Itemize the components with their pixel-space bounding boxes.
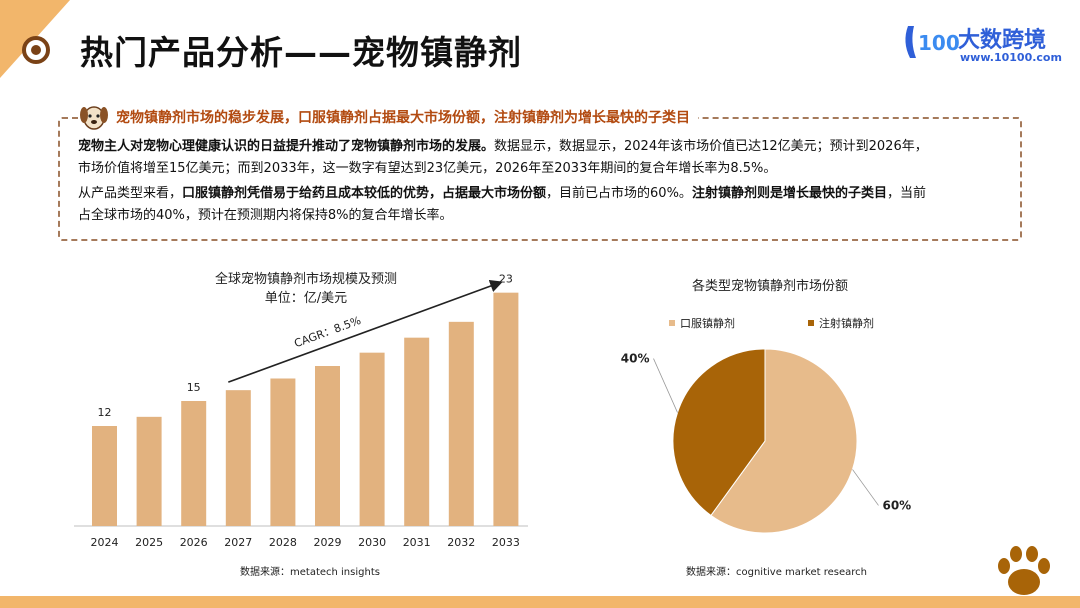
pie-chart-source: 数据来源：cognitive market research	[686, 567, 867, 578]
summary-p2-b: 口服镇静剂凭借易于给药且成本较低的优势，占据最大市场份额	[182, 186, 547, 201]
bar-2032	[448, 321, 474, 526]
pie-chart: 口服镇静剂 注射镇静剂 60% 40%	[621, 316, 911, 534]
data-label-2033: 23	[499, 273, 513, 286]
bar-2027	[225, 390, 251, 526]
x-tick-label: 2026	[180, 536, 208, 549]
pie-slice-0	[710, 348, 858, 534]
logo-mark: 100	[918, 31, 960, 55]
summary-paragraph-1: 宠物主人对宠物心理健康认识的日益提升推动了宠物镇静剂市场的发展。数据显示，数据显…	[78, 136, 928, 158]
legend-label-1: 注射镇静剂	[819, 316, 874, 330]
x-tick-label: 2024	[91, 536, 119, 549]
leader-line-0	[852, 469, 879, 506]
bar-2030	[359, 352, 385, 526]
summary-paragraph-2-line2: 占全球市场的40%，预计在预测期内将保持8%的复合年增长率。	[78, 208, 453, 223]
bar-chart-source: 数据来源：metatech insights	[240, 567, 380, 578]
bar-chart: 2024 12 2025 2026 15 2027 2028 2029 2030 2031 2032…	[74, 273, 528, 549]
logo-url: www.10100.com	[960, 51, 1062, 64]
summary-p1-bold: 宠物主人对宠物心理健康认识的日益提升推动了宠物镇静剂市场的发展。	[78, 139, 495, 154]
legend-swatch-1	[808, 320, 814, 326]
x-tick-label: 2032	[447, 536, 475, 549]
summary-headline: 宠物镇静剂市场的稳步发展，口服镇静剂占据最大市场份额，注射镇静剂为增长最快的子类…	[112, 107, 698, 127]
cagr-annotation: CAGR：8.5%	[292, 314, 362, 350]
summary-p1-rest: 数据显示，数据显示，2024年该市场价值已达12亿美元；预计到2026年，	[494, 139, 928, 154]
dog-icon	[78, 102, 110, 132]
bar-2024	[92, 426, 117, 526]
bar-chart-subtitle: 单位：亿/美元	[264, 291, 348, 306]
x-tick-label: 2033	[492, 536, 520, 549]
legend-label-0: 口服镇静剂	[680, 316, 735, 330]
x-tick-label: 2028	[269, 536, 297, 549]
bar-2026	[181, 401, 207, 526]
legend-swatch-0	[669, 320, 675, 326]
pie-chart-title: 各类型宠物镇静剂市场份额	[691, 279, 848, 294]
bottom-bar	[0, 596, 1080, 608]
summary-paragraph-2: 从产品类型来看，口服镇静剂凭借易于给药且成本较低的优势，占据最大市场份额，目前已…	[78, 183, 926, 205]
pie-slice-1	[672, 348, 766, 517]
bar-chart-title: 全球宠物镇静剂市场规模及预测	[214, 272, 397, 287]
summary-p2-a: 从产品类型来看，	[78, 186, 183, 201]
data-label-2024: 12	[98, 406, 112, 419]
bar-2025	[136, 416, 162, 526]
logo-text: 大数跨境	[958, 28, 1047, 53]
target-icon	[22, 36, 50, 64]
bar-2028	[270, 378, 296, 526]
logo-mark-icon	[905, 26, 916, 58]
bar-2029	[315, 366, 340, 526]
x-tick-label: 2030	[358, 536, 386, 549]
x-tick-label: 2027	[224, 536, 252, 549]
page-title: 热门产品分析——宠物镇静剂	[80, 33, 522, 72]
bar-2033	[493, 292, 519, 526]
cagr-arrow	[228, 279, 503, 383]
pie-value-label-0: 60%	[882, 498, 911, 512]
data-label-2026: 15	[187, 381, 201, 394]
logo: 100	[905, 26, 960, 58]
leader-line-1	[653, 358, 678, 413]
x-tick-label: 2031	[403, 536, 431, 549]
x-tick-label: 2025	[135, 536, 163, 549]
paw-icon	[998, 546, 1050, 595]
summary-p2-c: ，目前已占市场的60%。	[546, 186, 692, 201]
x-tick-label: 2029	[314, 536, 342, 549]
pie-value-label-1: 40%	[621, 352, 650, 366]
summary-p2-d: 注射镇静剂则是增长最快的子类目	[691, 186, 887, 201]
summary-paragraph-1-line2: 市场价值将增至15亿美元；而到2033年，这一数字有望达到23亿美元，2026年…	[78, 161, 777, 176]
summary-p2-e: ，当前	[886, 186, 926, 201]
bar-2031	[404, 337, 430, 526]
